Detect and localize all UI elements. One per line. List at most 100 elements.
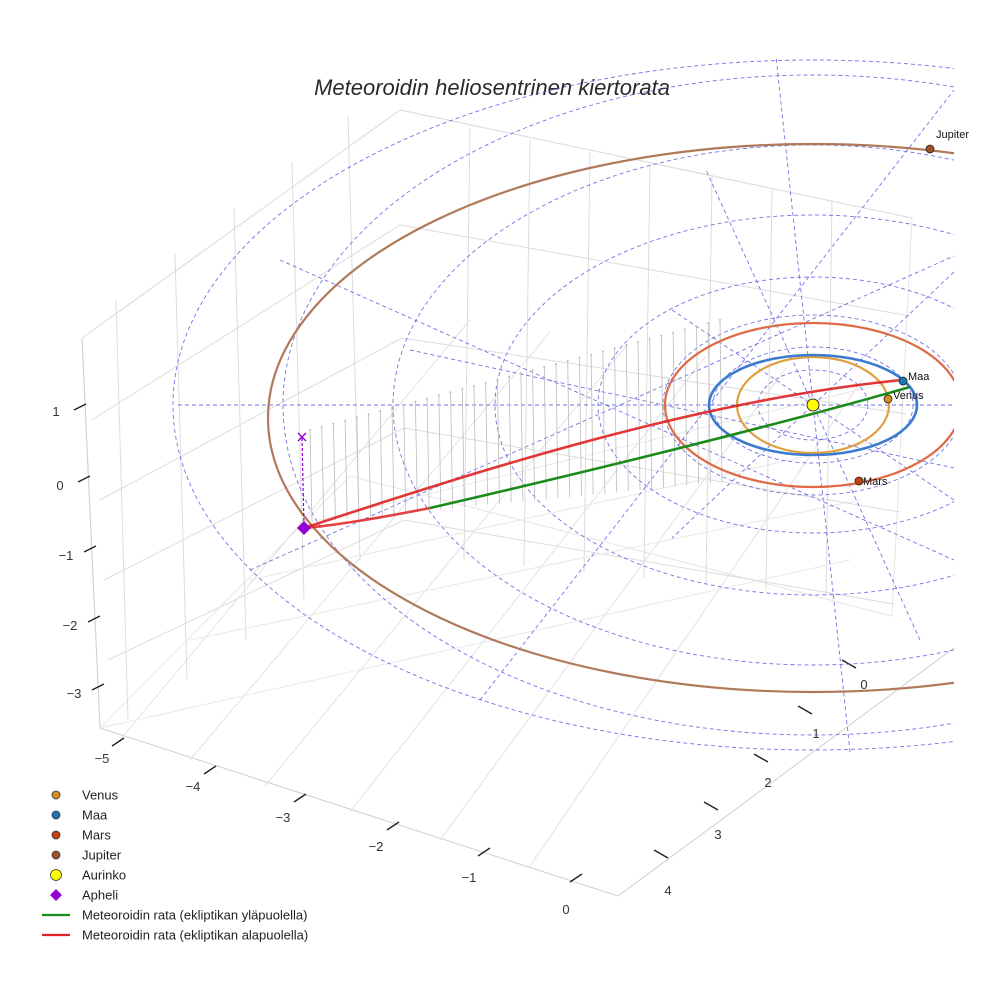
drop-point: [601, 350, 604, 353]
legend-label-mars: Mars: [82, 828, 111, 843]
z-tick-label: −3: [67, 686, 82, 701]
aphelion-marker: [297, 521, 311, 535]
pane-outline: [81, 109, 913, 730]
grid-line: [99, 337, 403, 501]
drop-point: [367, 413, 370, 416]
drop-line: [485, 382, 489, 505]
drop-line: [661, 335, 664, 488]
drop-line: [368, 414, 371, 517]
y-tick-mark: [569, 873, 583, 883]
planet-jupiter: [925, 144, 935, 154]
grid-line: [81, 109, 401, 339]
legend-marker-apheli: [50, 889, 62, 901]
drop-line: [497, 379, 500, 504]
sun-marker: [806, 398, 820, 412]
y-tick-mark: [203, 765, 217, 775]
ecliptic-radial: [279, 259, 954, 561]
y-tick-label: −2: [369, 839, 384, 854]
drop-line: [637, 341, 641, 491]
drop-line: [555, 363, 559, 499]
z-tick-mark: [83, 545, 97, 553]
drop-point: [660, 334, 663, 337]
drop-point: [426, 397, 429, 400]
grid-line: [643, 163, 651, 579]
y-tick-label: −1: [462, 870, 477, 885]
drop-line: [356, 417, 360, 518]
grid-line: [91, 224, 401, 421]
drop-point: [320, 425, 323, 428]
grid-line: [403, 427, 901, 513]
ecliptic-ring: [757, 369, 869, 441]
legend-label-venus: Venus: [82, 788, 119, 803]
z-tick-label: 0: [56, 478, 63, 493]
drop-point: [531, 369, 534, 372]
grid-line: [349, 355, 707, 813]
drop-point: [414, 400, 417, 403]
z-tick-mark: [73, 403, 87, 411]
z-tick-label: 1: [52, 404, 59, 419]
grid-line: [319, 379, 901, 521]
grid-line: [189, 331, 551, 761]
drop-line: [672, 332, 676, 487]
z-tick-label: −2: [63, 618, 78, 633]
x-tick-label: 4: [664, 883, 671, 898]
grid-lines: [81, 109, 913, 867]
drop-line: [532, 370, 535, 501]
grid-line: [583, 151, 591, 573]
legend-marker-venus: [51, 790, 61, 800]
ecliptic-radial: [479, 89, 954, 701]
planet-label-mars: Mars: [863, 476, 888, 488]
y-tick-mark: [477, 847, 491, 857]
grid-line: [403, 519, 895, 605]
grid-line: [439, 367, 787, 841]
drop-line: [415, 401, 418, 512]
ecliptic-ring: [392, 144, 954, 666]
drop-line: [438, 395, 442, 510]
grid-line: [99, 559, 851, 729]
legend-marker-mars: [51, 830, 61, 840]
x-tick-mark: [753, 753, 769, 763]
drop-point: [402, 403, 405, 406]
y-tick-label: −5: [95, 751, 110, 766]
drop-lines: [309, 319, 723, 523]
drop-line: [391, 407, 395, 515]
drop-line: [473, 385, 477, 507]
drop-line: [602, 351, 606, 494]
legend-label-jupiter: Jupiter: [82, 848, 122, 863]
grid-line: [399, 224, 911, 317]
x-tick-label: 1: [812, 726, 819, 741]
y-axis-line: [99, 727, 619, 897]
drop-point: [391, 407, 393, 409]
planet-mars: [854, 476, 864, 486]
drop-point: [637, 341, 639, 343]
legend-label-maa: Maa: [82, 808, 108, 823]
drop-point: [461, 388, 464, 391]
grid-line: [825, 200, 833, 597]
drop-point: [496, 378, 499, 381]
grid-line: [264, 343, 629, 787]
z-tick-label: −1: [59, 548, 74, 563]
drop-point: [355, 416, 358, 419]
planet-label-venus: Venus: [893, 390, 924, 402]
drop-line: [309, 429, 313, 523]
chart-title: Meteoroidin heliosentrinen kiertorata: [314, 75, 670, 100]
legend: Venus Maa Mars Jupiter Aurinko Apheli Meteoroi…: [42, 788, 308, 943]
orbit-maa: [707, 353, 919, 457]
drop-point: [578, 356, 581, 359]
drop-point: [543, 366, 546, 369]
legend-marker-jupiter: [51, 850, 61, 860]
x-tick-mark: [703, 801, 719, 811]
drop-line: [426, 398, 430, 511]
grid-line: [463, 127, 471, 561]
legend-label-aurinko: Aurinko: [82, 868, 126, 883]
drop-line: [649, 338, 653, 489]
ecliptic-radial: [671, 271, 954, 539]
y-tick-mark: [386, 821, 400, 831]
y-tick-label: 0: [562, 902, 569, 917]
trajectory-below: [303, 378, 903, 530]
planet-venus: [883, 394, 893, 404]
trajectory-above: [429, 385, 911, 510]
legend-label-apheli: Apheli: [82, 888, 118, 903]
grid-line: [765, 188, 773, 591]
drop-line: [719, 319, 723, 483]
